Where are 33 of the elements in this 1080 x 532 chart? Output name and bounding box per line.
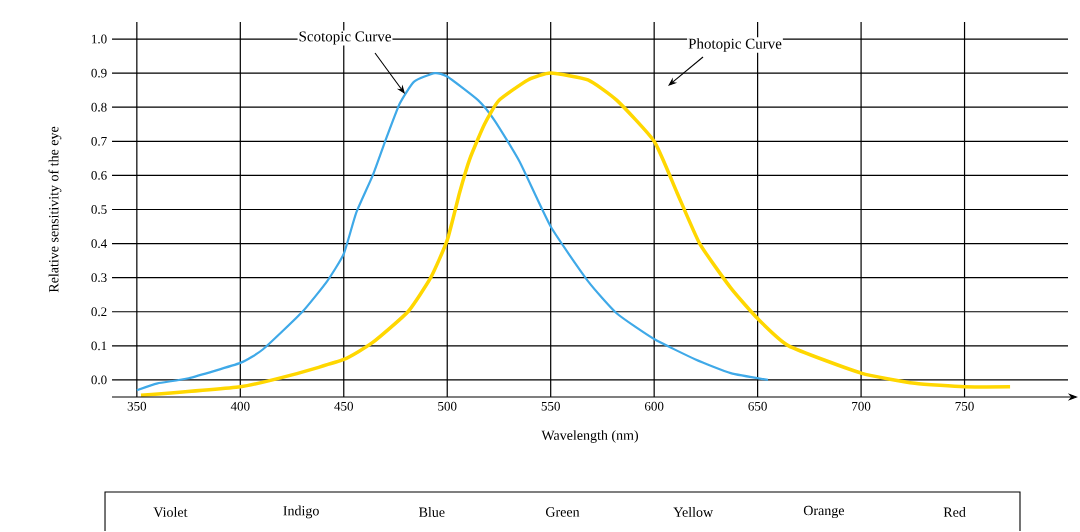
y-tick-label: 0.9 — [91, 68, 107, 78]
y-tick-label: 0.7 — [91, 137, 107, 146]
x-tick-label: 600 — [644, 402, 664, 411]
y-tick-label: 0.1 — [91, 341, 107, 351]
text: Yellow — [673, 507, 714, 518]
y-tick-label: 0.2 — [91, 307, 107, 317]
y-tick-label: 1.0 — [92, 34, 107, 44]
annotation: Scotopic Curve — [299, 31, 391, 45]
y-axis-title: Relative sensitivity of the eye — [48, 126, 62, 293]
x-tick-label: 700 — [852, 402, 871, 411]
y-tick-label: 0.5 — [91, 205, 107, 215]
y-tick-label: 0.6 — [91, 171, 107, 181]
line-series — [139, 71, 1012, 398]
x-tick-label: 550 — [541, 402, 560, 411]
x-tick-label: 350 — [127, 402, 147, 411]
x-axis-title: Wavelength (nm) — [541, 430, 639, 444]
x-tick-label: 450 — [334, 402, 354, 411]
text: Orange — [803, 506, 845, 519]
line-series — [135, 72, 770, 392]
text: Violet — [153, 507, 188, 518]
text: Green — [545, 507, 580, 517]
y-tick-label: 0.4 — [91, 239, 107, 249]
text: Red — [943, 507, 966, 518]
x-tick-label: 400 — [230, 402, 250, 411]
y-tick-label: 0.0 — [91, 375, 107, 385]
y-tick-label: 0.3 — [91, 273, 107, 283]
x-tick-label: 750 — [955, 402, 974, 411]
annotation: Photopic Curve — [688, 38, 782, 53]
x-tick-label: 500 — [438, 402, 457, 411]
x-tick-label: 650 — [748, 402, 767, 411]
y-tick-label: 0.8 — [91, 103, 107, 112]
text: Indigo — [283, 505, 319, 519]
text: Blue — [418, 507, 445, 518]
